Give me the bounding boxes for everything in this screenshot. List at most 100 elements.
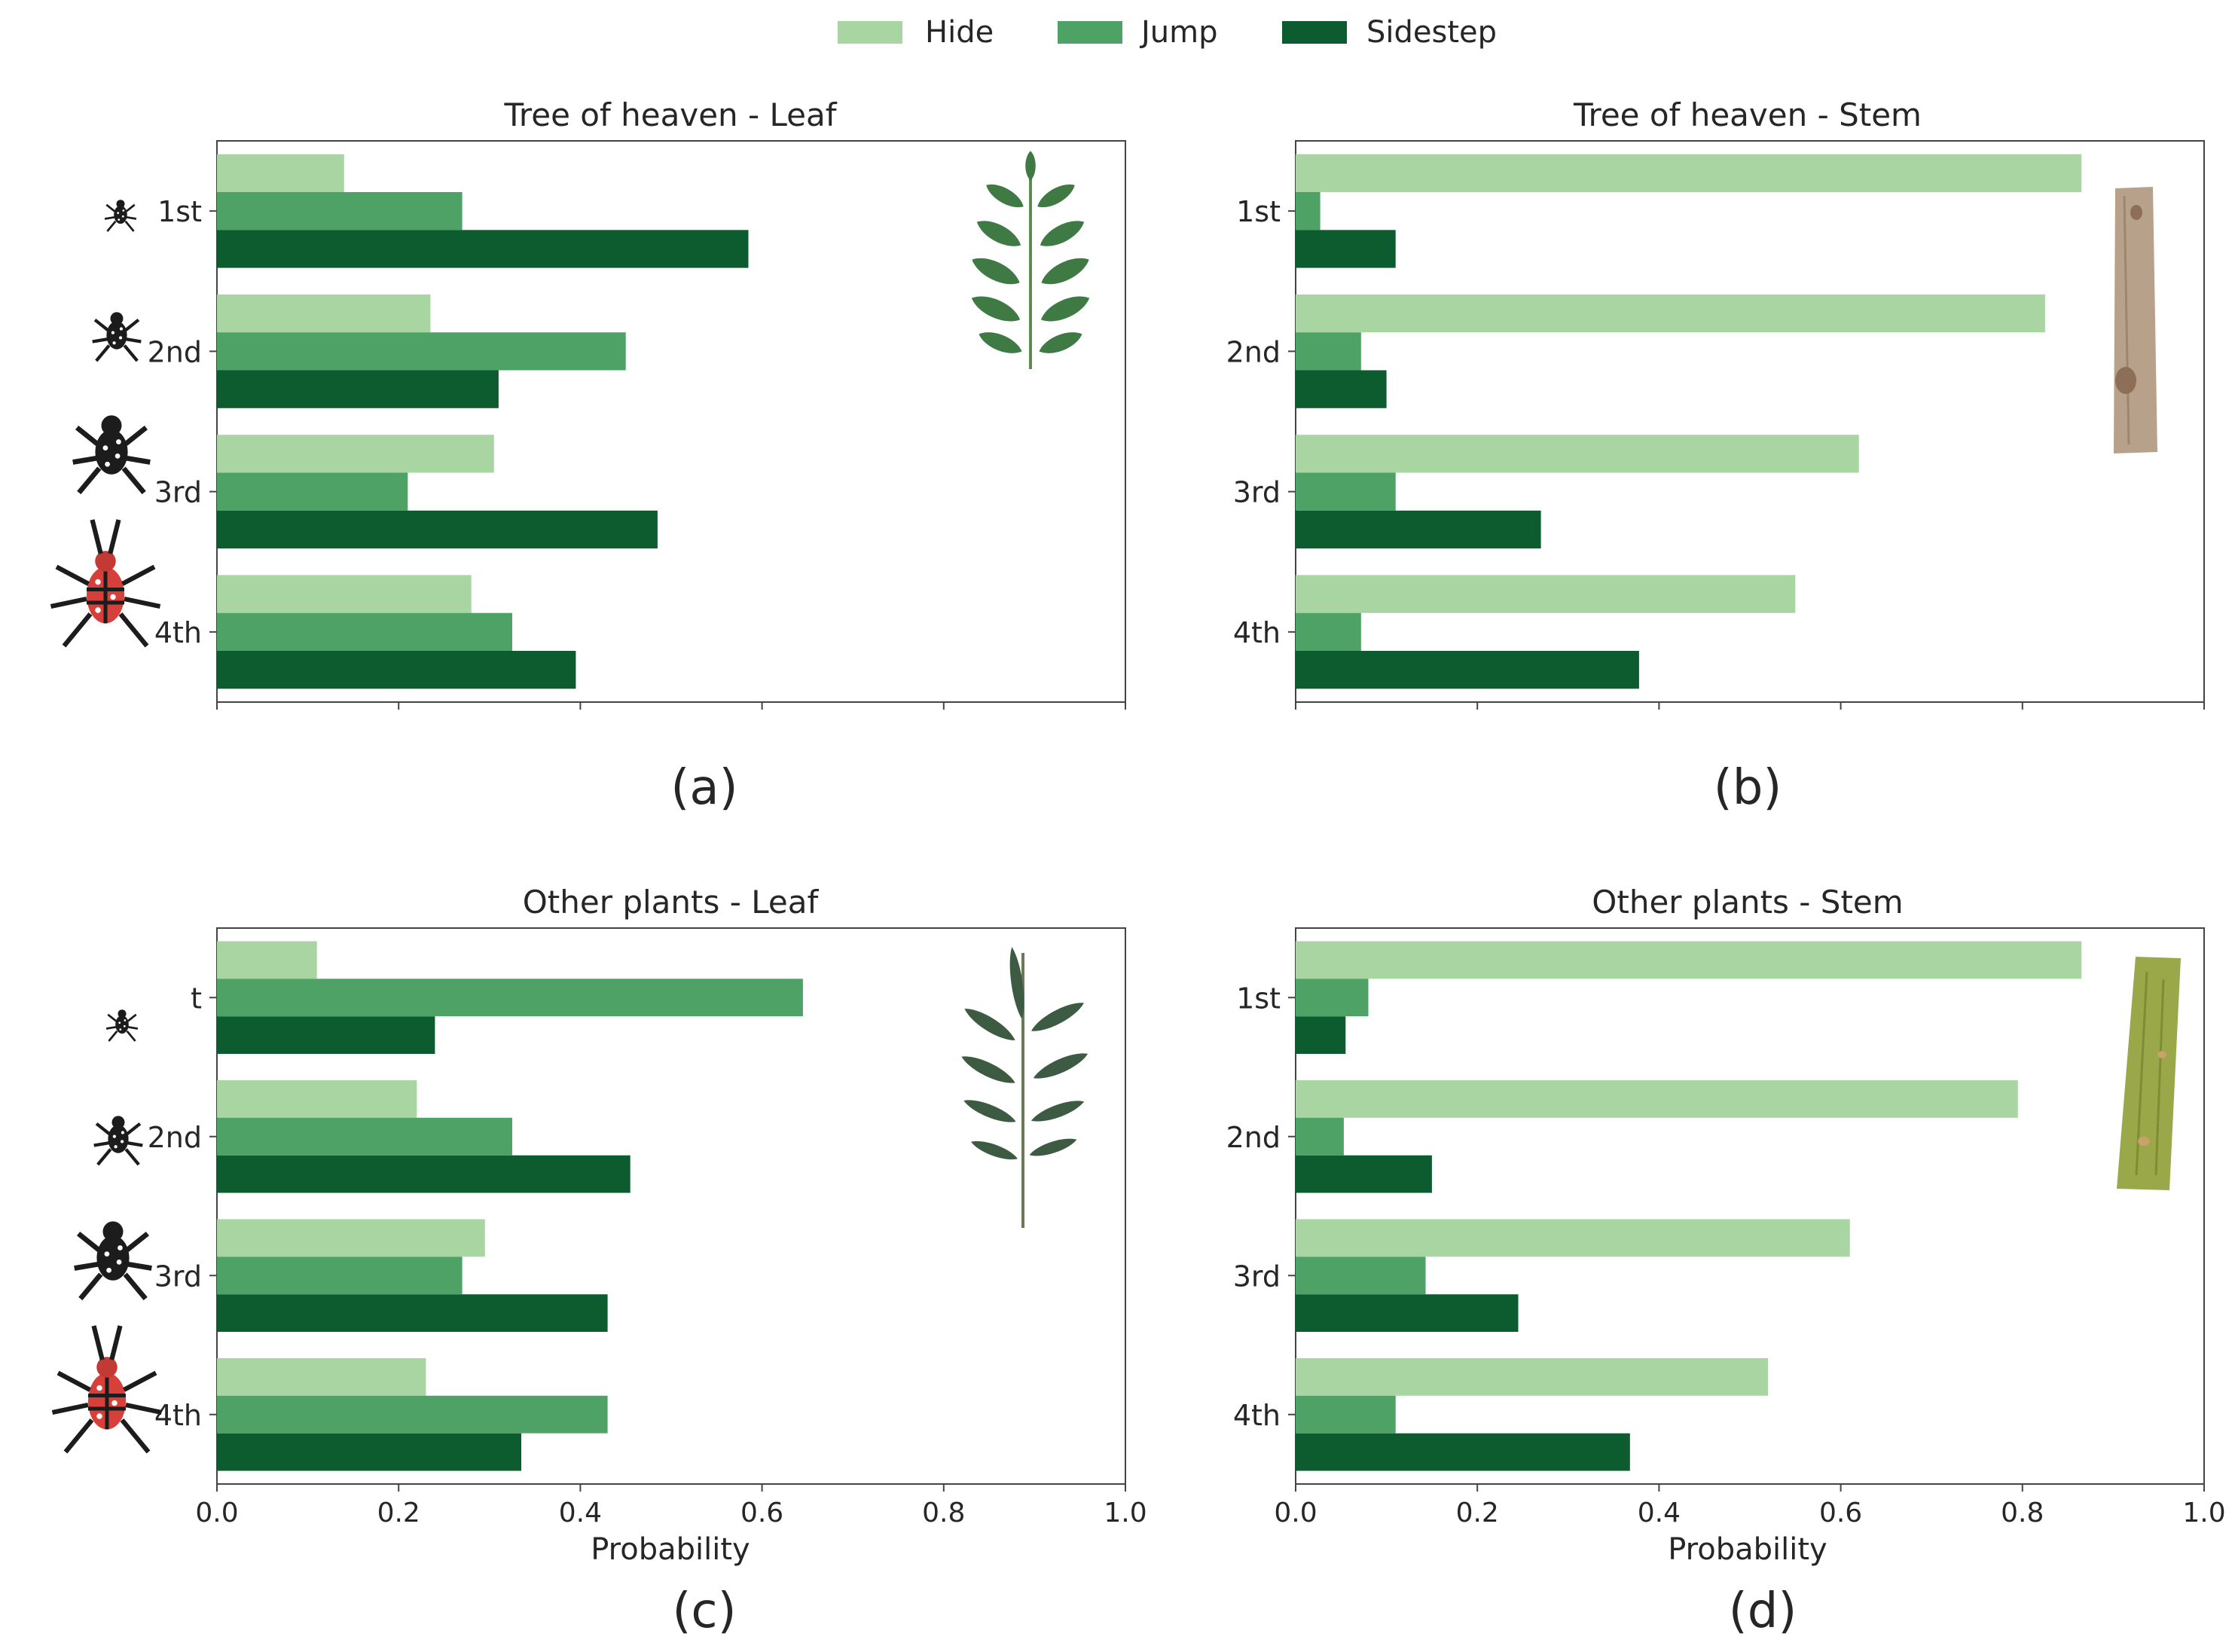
bar-jump-3rd — [1296, 472, 1396, 511]
bar-sidestep-4th — [217, 651, 576, 689]
bar-hide-3rd — [1296, 435, 1859, 473]
nymph-icons-bottom — [53, 1008, 162, 1452]
bar-sidestep-3rd — [217, 510, 658, 549]
panel-caption: (a) — [670, 760, 737, 816]
tree-of-heaven-leaf-icon — [967, 151, 1094, 369]
tree-of-heaven-stem-icon — [2114, 187, 2157, 453]
nymph-1st-icon — [105, 1008, 139, 1043]
y-tick-label: 3rd — [1233, 476, 1281, 509]
y-tick-label: 1st — [1236, 982, 1281, 1015]
bar-jump-1st — [217, 192, 463, 231]
y-tick-label: 4th — [1233, 1399, 1281, 1432]
bar-hide-4th — [1296, 1358, 1769, 1396]
x-tick-label: 0.6 — [1819, 1498, 1862, 1528]
bar-jump-4th — [1296, 612, 1361, 651]
y-tick-label: 4th — [1233, 616, 1281, 649]
x-tick-label: 0.6 — [740, 1498, 783, 1528]
panel-caption: (d) — [1729, 1583, 1797, 1639]
bar-hide-1st — [1296, 941, 2082, 979]
bar-hide-3rd — [217, 435, 494, 473]
panel-title: Other plants - Leaf — [523, 884, 820, 921]
y-tick-label: 3rd — [154, 1260, 202, 1293]
nymph-4th-icon — [53, 1326, 162, 1452]
x-tick-label: 1.0 — [1104, 1498, 1147, 1528]
nymph-1st-icon — [103, 198, 138, 233]
legend-swatch-sidestep — [1282, 21, 1347, 44]
bar-sidestep-1st — [217, 230, 749, 268]
bar-sidestep-3rd — [1296, 1294, 1519, 1332]
bar-hide-2nd — [1296, 1080, 2018, 1118]
x-tick-label: 0.2 — [377, 1498, 420, 1528]
plot-frame — [1295, 140, 2205, 703]
nymph-2nd-icon — [94, 1116, 143, 1165]
nymph-3rd-icon — [75, 1221, 152, 1299]
bar-jump-3rd — [217, 1257, 463, 1295]
bar-hide-3rd — [1296, 1219, 1850, 1257]
panel-caption: (c) — [672, 1583, 736, 1639]
x-tick-label: 0.0 — [195, 1498, 238, 1528]
plot-frame — [216, 140, 1126, 703]
legend-swatch-hide — [838, 21, 902, 44]
bar-sidestep-1st — [217, 1016, 435, 1054]
bar-hide-3rd — [217, 1219, 485, 1257]
bar-sidestep-4th — [1296, 651, 1639, 689]
bar-jump-4th — [1296, 1395, 1396, 1434]
x-tick-label: 0.4 — [559, 1498, 602, 1528]
bar-hide-2nd — [217, 1080, 417, 1118]
x-axis-label: Probability — [591, 1532, 750, 1567]
legend-label-sidestep: Sidestep — [1366, 15, 1497, 50]
legend-label-hide: Hide — [925, 15, 994, 50]
legend-swatch-jump — [1058, 21, 1122, 44]
bar-sidestep-2nd — [217, 1155, 631, 1193]
bar-sidestep-2nd — [217, 370, 499, 408]
bar-jump-2nd — [1296, 1117, 1344, 1156]
panel-b: Tree of heaven - Stem 1st 2nd 3rd 4th (b) — [1226, 96, 2205, 816]
x-axis-label: Probability — [1668, 1532, 1827, 1567]
bar-sidestep-1st — [1296, 230, 1396, 268]
plot-frame — [1295, 927, 2205, 1485]
nymph-4th-icon — [51, 520, 160, 646]
bar-sidestep-2nd — [1296, 1155, 1432, 1193]
y-tick-label: 3rd — [1233, 1260, 1281, 1293]
x-tick-label: 0.4 — [1638, 1498, 1681, 1528]
panel-c: Other plants - Leaf t 2nd 3rd 4th 0.0 0.2 0.4 0… — [148, 884, 1147, 1639]
bar-jump-1st — [1296, 979, 1369, 1017]
y-tick-label: 1st — [157, 195, 202, 228]
nymph-3rd-icon — [73, 415, 151, 493]
bar-hide-4th — [217, 575, 472, 613]
panel-a: Tree of heaven - Leaf 1st 2nd 3rd 4th (a) — [148, 96, 1126, 816]
bar-sidestep-2nd — [1296, 370, 1387, 408]
bar-sidestep-4th — [1296, 1433, 1630, 1471]
bar-sidestep-4th — [217, 1433, 521, 1471]
bar-jump-1st — [1296, 192, 1321, 231]
y-tick-label: 4th — [154, 1399, 202, 1432]
nymph-icons-top — [51, 198, 160, 646]
bar-sidestep-1st — [1296, 1016, 1346, 1054]
x-tick-label: 0.2 — [1456, 1498, 1499, 1528]
bar-jump-4th — [217, 1395, 608, 1434]
y-tick-label: 4th — [154, 616, 202, 649]
bar-hide-1st — [217, 154, 344, 192]
bar-jump-2nd — [217, 332, 626, 371]
bar-jump-3rd — [1296, 1257, 1426, 1295]
legend: Hide Jump Sidestep — [838, 15, 1497, 50]
bar-hide-1st — [217, 941, 317, 979]
nymph-2nd-icon — [93, 312, 142, 361]
bar-jump-1st — [217, 979, 803, 1017]
x-tick-label: 0.0 — [1274, 1498, 1317, 1528]
panel-title: Tree of heaven - Stem — [1573, 96, 1922, 133]
bar-hide-2nd — [1296, 294, 2045, 333]
legend-label-jump: Jump — [1139, 15, 1218, 50]
bar-hide-4th — [217, 1358, 426, 1396]
bar-jump-3rd — [217, 472, 408, 511]
y-tick-label: 2nd — [148, 1121, 202, 1154]
panel-d: Other plants - Stem 1st 2nd 3rd 4th 0.0 0.2 0.… — [1226, 884, 2226, 1639]
panel-title: Other plants - Stem — [1592, 884, 1903, 921]
bar-jump-2nd — [1296, 332, 1361, 371]
other-plant-stem-icon — [2117, 957, 2181, 1190]
y-tick-label: t — [191, 982, 202, 1015]
bar-hide-4th — [1296, 575, 1796, 613]
y-tick-label: 2nd — [1226, 1121, 1281, 1154]
panel-title: Tree of heaven - Leaf — [503, 96, 837, 133]
